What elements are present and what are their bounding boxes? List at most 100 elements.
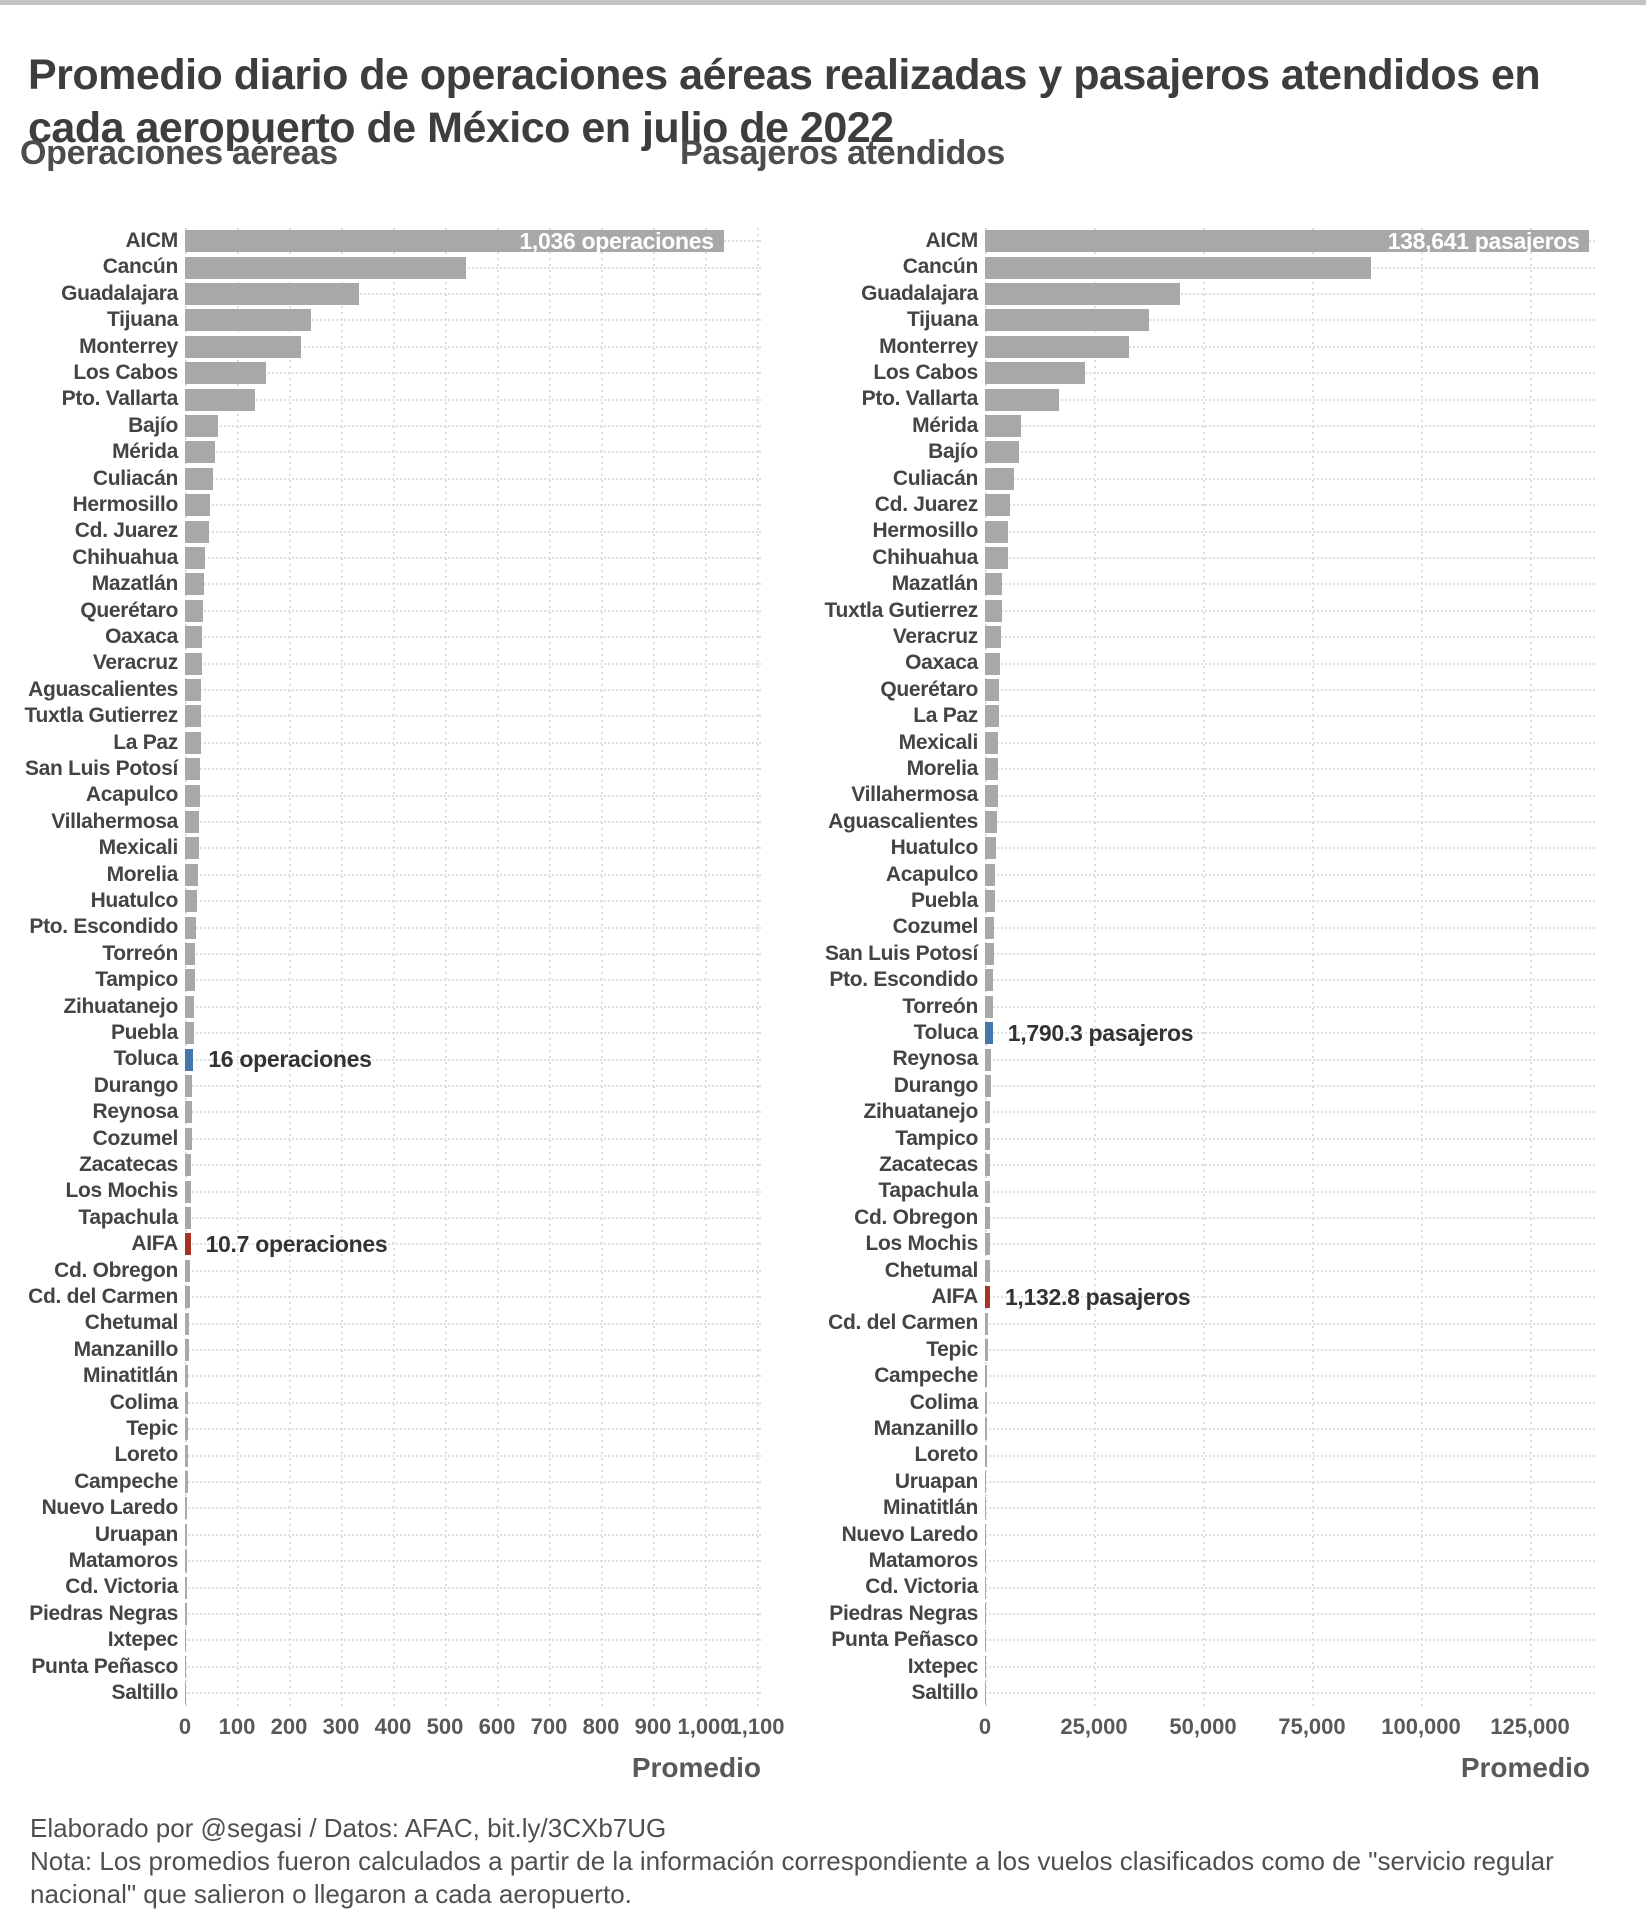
airport-label: Punta Peñasco bbox=[31, 1654, 178, 1678]
gridline-horizontal bbox=[985, 1507, 1595, 1510]
airport-label: Tepic bbox=[926, 1337, 978, 1361]
gridline-horizontal bbox=[185, 741, 761, 744]
x-axis-tick-label: 25,000 bbox=[1060, 1714, 1128, 1740]
bar bbox=[985, 1339, 988, 1361]
airport-label: Cozumel bbox=[92, 1126, 179, 1150]
bar bbox=[185, 1075, 193, 1097]
bar bbox=[985, 441, 1020, 464]
gridline-horizontal bbox=[985, 1005, 1595, 1008]
bar bbox=[985, 1180, 990, 1203]
gridline-horizontal bbox=[985, 1428, 1595, 1431]
airport-label: Tuxtla Gutierrez bbox=[24, 704, 178, 728]
gridline-horizontal bbox=[185, 1428, 761, 1431]
x-axis-tick-label: 600 bbox=[478, 1714, 516, 1740]
airport-label: Monterrey bbox=[79, 334, 178, 358]
airport-label: Oaxaca bbox=[105, 625, 178, 648]
bar bbox=[185, 758, 200, 781]
airport-label: Manzanillo bbox=[73, 1337, 179, 1361]
gridline-horizontal bbox=[185, 477, 761, 480]
gridline-horizontal bbox=[185, 794, 761, 797]
bar bbox=[985, 1444, 987, 1467]
bar-value-annotation: 10.7 operaciones bbox=[205, 1230, 388, 1257]
bar bbox=[985, 388, 1060, 411]
airport-label: Torreón bbox=[902, 994, 978, 1018]
bar bbox=[985, 1391, 987, 1414]
bar-highlight-toluca bbox=[185, 1048, 194, 1071]
airport-label: Toluca bbox=[113, 1047, 179, 1071]
x-axis-title: Promedio bbox=[1460, 1752, 1590, 1784]
airport-label: La Paz bbox=[113, 730, 178, 754]
bar bbox=[185, 837, 199, 860]
bar bbox=[185, 863, 198, 886]
airport-label: Zihuatanejo bbox=[63, 994, 178, 1018]
bar bbox=[985, 1075, 991, 1097]
gridline-horizontal bbox=[985, 293, 1595, 295]
airport-label: Pto. Escondido bbox=[29, 915, 178, 939]
bar bbox=[985, 758, 998, 781]
x-axis-tick-label: 200 bbox=[270, 1714, 308, 1740]
gridline-horizontal bbox=[985, 1296, 1595, 1299]
bar bbox=[185, 1523, 188, 1546]
gridline-vertical bbox=[445, 228, 447, 1707]
bar bbox=[985, 256, 1371, 279]
airport-label: Los Mochis bbox=[65, 1179, 178, 1203]
x-axis-tick-label: 125,000 bbox=[1490, 1714, 1570, 1740]
airport-label: Cancún bbox=[902, 255, 979, 279]
page-title: Promedio diario de operaciones aéreas re… bbox=[28, 50, 1541, 152]
gridline-horizontal bbox=[185, 1349, 761, 1351]
bar bbox=[185, 1550, 188, 1573]
bar: 138,641 pasajeros bbox=[985, 228, 1590, 254]
gridline-horizontal bbox=[985, 1639, 1595, 1642]
bar bbox=[985, 467, 1015, 490]
airport-label: AICM bbox=[925, 229, 979, 252]
bar bbox=[185, 283, 359, 305]
airport-label: Cd. Obregon bbox=[54, 1258, 178, 1282]
gridline-horizontal bbox=[185, 979, 761, 982]
bar bbox=[985, 1048, 992, 1071]
gridline-horizontal bbox=[185, 1613, 761, 1615]
gridline-horizontal bbox=[185, 1560, 761, 1563]
bar bbox=[185, 1312, 190, 1335]
bar bbox=[185, 1576, 187, 1599]
gridline-horizontal bbox=[985, 583, 1595, 586]
gridline-horizontal bbox=[185, 557, 761, 559]
airport-label: Tijuana bbox=[106, 308, 178, 332]
airport-label: Oaxaca bbox=[905, 651, 978, 675]
gridline-horizontal bbox=[185, 900, 761, 903]
bar-highlight-aifa bbox=[985, 1286, 990, 1309]
x-axis-tick-label: 75,000 bbox=[1278, 1714, 1346, 1740]
gridline-horizontal bbox=[985, 425, 1595, 427]
bar bbox=[185, 1339, 189, 1361]
bar bbox=[985, 1365, 988, 1388]
x-axis-title: Promedio bbox=[631, 1752, 761, 1784]
gridline-horizontal bbox=[985, 557, 1595, 559]
gridline-horizontal bbox=[185, 953, 761, 955]
gridline-vertical bbox=[653, 228, 655, 1707]
airport-label: Manzanillo bbox=[873, 1417, 979, 1440]
airport-label: Zacatecas bbox=[879, 1153, 978, 1176]
bar bbox=[985, 547, 1008, 569]
bar bbox=[185, 1286, 190, 1309]
bar bbox=[185, 890, 198, 913]
bar bbox=[985, 599, 1002, 622]
airport-label: Matamoros bbox=[868, 1549, 979, 1572]
airport-label: Loreto bbox=[914, 1443, 978, 1467]
gridline-horizontal bbox=[985, 715, 1595, 718]
bar: 1,036 operaciones bbox=[185, 228, 724, 254]
gridline-horizontal bbox=[985, 794, 1595, 797]
gridline-vertical bbox=[289, 228, 291, 1707]
gridline-horizontal bbox=[185, 1137, 761, 1140]
bar bbox=[985, 652, 1001, 675]
bar bbox=[985, 362, 1085, 385]
bar bbox=[185, 1444, 188, 1467]
bar bbox=[185, 811, 200, 833]
airport-label: Colima bbox=[909, 1390, 979, 1414]
gridline-horizontal bbox=[185, 768, 761, 771]
gridline-horizontal bbox=[185, 1190, 761, 1193]
bar bbox=[185, 547, 205, 569]
bar bbox=[985, 995, 994, 1018]
airport-label: Hermosillo bbox=[72, 493, 178, 516]
airport-label: Tampico bbox=[95, 968, 178, 992]
airport-label: Huatulco bbox=[90, 889, 179, 912]
x-axis-tick-label: 0 bbox=[178, 1714, 192, 1740]
